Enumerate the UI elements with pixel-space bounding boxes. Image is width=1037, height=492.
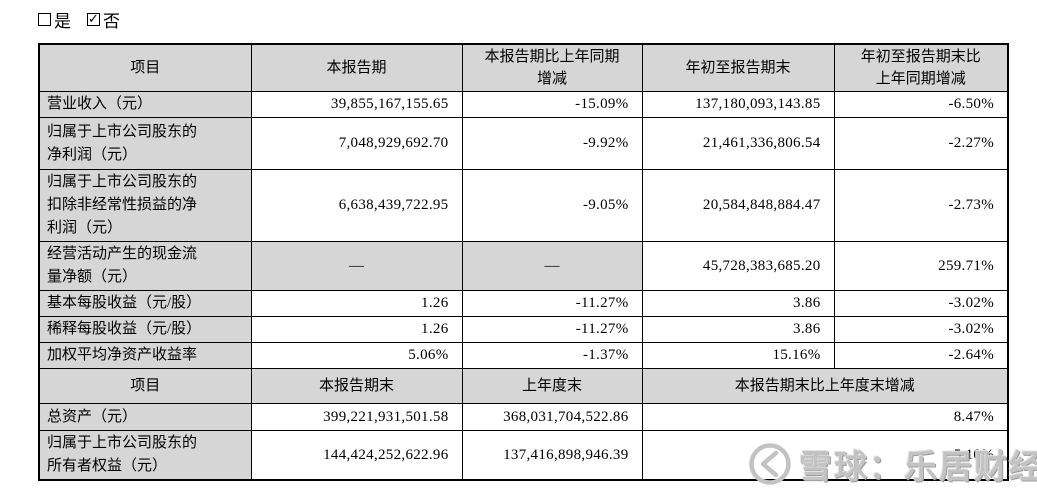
- cell-value: -3.02%: [833, 316, 1009, 343]
- cell-label: 稀释每股收益（元/股）: [38, 316, 252, 343]
- cell-label: 归属于上市公司股东的 扣除非经常性损益的净 利润（元）: [38, 169, 252, 242]
- cell-value: -11.27%: [461, 290, 643, 317]
- yes-no-checkbox-line: 是 ✓ 否: [38, 7, 120, 32]
- cell-value-empty: —: [250, 241, 463, 291]
- cell-label: 总资产（元）: [38, 403, 252, 431]
- cell-label: 归属于上市公司股东的 所有者权益（元）: [38, 430, 252, 481]
- cell-value: 137,180,093,143.85: [641, 91, 835, 118]
- cell-value: 7,048,929,692.70: [250, 117, 463, 170]
- table-row: 营业收入（元） 39,855,167,155.65 -15.09% 137,18…: [38, 91, 1009, 118]
- cell-value: 15.16%: [641, 342, 835, 369]
- table-row: 稀释每股收益（元/股） 1.26 -11.27% 3.86 -3.02%: [38, 316, 1009, 343]
- cell-value: 399,221,931,501.58: [250, 403, 463, 431]
- cell-value: -2.27%: [833, 117, 1009, 170]
- cell-value: -15.09%: [461, 91, 643, 118]
- cell-value: 1.26: [250, 316, 463, 343]
- cell-label: 加权平均净资产收益率: [38, 342, 252, 369]
- cell-value: 1.26: [250, 290, 463, 317]
- column-header: 项目: [38, 368, 252, 404]
- yes-option: 是: [38, 7, 71, 32]
- column-header: 本报告期: [250, 43, 463, 92]
- yes-checkbox[interactable]: [38, 13, 51, 26]
- cell-value: 144,424,252,622.96: [250, 430, 463, 481]
- no-checkbox-checked[interactable]: ✓: [87, 12, 100, 27]
- table-row: 总资产（元） 399,221,931,501.58 368,031,704,52…: [38, 403, 1009, 431]
- no-label: 否: [103, 12, 120, 31]
- cell-value: 8.47%: [641, 403, 1009, 431]
- cell-value: 259.71%: [833, 241, 1009, 291]
- table-header-row-1: 项目 本报告期 本报告期比上年同期 增减 年初至报告期末 年初至报告期末比 上年…: [38, 43, 1009, 92]
- table-row: 基本每股收益（元/股） 1.26 -11.27% 3.86 -3.02%: [38, 290, 1009, 317]
- cell-value: -6.50%: [833, 91, 1009, 118]
- cell-value: -2.64%: [833, 342, 1009, 369]
- column-header: 年初至报告期末比 上年同期增减: [833, 43, 1009, 92]
- cell-value: -9.05%: [461, 169, 643, 242]
- cell-label: 归属于上市公司股东的 净利润（元）: [38, 117, 252, 170]
- no-option: ✓ 否: [87, 7, 120, 32]
- table-header-row-2: 项目 本报告期末 上年度末 本报告期末比上年度末增减: [38, 368, 1009, 404]
- column-header: 本报告期比上年同期 增减: [461, 43, 643, 92]
- cell-value: -1.37%: [461, 342, 643, 369]
- cell-value: 3.86: [641, 290, 835, 317]
- yes-label: 是: [54, 12, 71, 31]
- financial-summary-table: 项目 本报告期 本报告期比上年同期 增减 年初至报告期末 年初至报告期末比 上年…: [38, 43, 1009, 481]
- cell-value: -3.02%: [833, 290, 1009, 317]
- table-row: 归属于上市公司股东的 扣除非经常性损益的净 利润（元） 6,638,439,72…: [38, 169, 1009, 242]
- cell-value: 6,638,439,722.95: [250, 169, 463, 242]
- column-header: 年初至报告期末: [641, 43, 835, 92]
- table-row: 归属于上市公司股东的 所有者权益（元） 144,424,252,622.96 1…: [38, 430, 1009, 481]
- cell-label: 基本每股收益（元/股）: [38, 290, 252, 317]
- cell-value: 21,461,336,806.54: [641, 117, 835, 170]
- cell-label: 营业收入（元）: [38, 91, 252, 118]
- cell-value: -9.92%: [461, 117, 643, 170]
- cell-value: 368,031,704,522.86: [461, 403, 643, 431]
- cell-value: 20,584,848,884.47: [641, 169, 835, 242]
- column-header: 本报告期末: [250, 368, 463, 404]
- cell-label: 经营活动产生的现金流 量净额（元）: [38, 241, 252, 291]
- column-header: 上年度末: [461, 368, 643, 404]
- cell-value: 5.10%: [641, 430, 1009, 481]
- cell-value: 45,728,383,685.20: [641, 241, 835, 291]
- cell-value: 137,416,898,946.39: [461, 430, 643, 481]
- column-header: 项目: [38, 43, 252, 92]
- table-row: 经营活动产生的现金流 量净额（元） — — 45,728,383,685.20 …: [38, 241, 1009, 291]
- cell-value: 3.86: [641, 316, 835, 343]
- cell-value: 39,855,167,155.65: [250, 91, 463, 118]
- table-row: 归属于上市公司股东的 净利润（元） 7,048,929,692.70 -9.92…: [38, 117, 1009, 170]
- cell-value: -11.27%: [461, 316, 643, 343]
- cell-value: 5.06%: [250, 342, 463, 369]
- cell-value-empty: —: [461, 241, 643, 291]
- column-header: 本报告期末比上年度末增减: [641, 368, 1009, 404]
- table-row: 加权平均净资产收益率 5.06% -1.37% 15.16% -2.64%: [38, 342, 1009, 369]
- cell-value: -2.73%: [833, 169, 1009, 242]
